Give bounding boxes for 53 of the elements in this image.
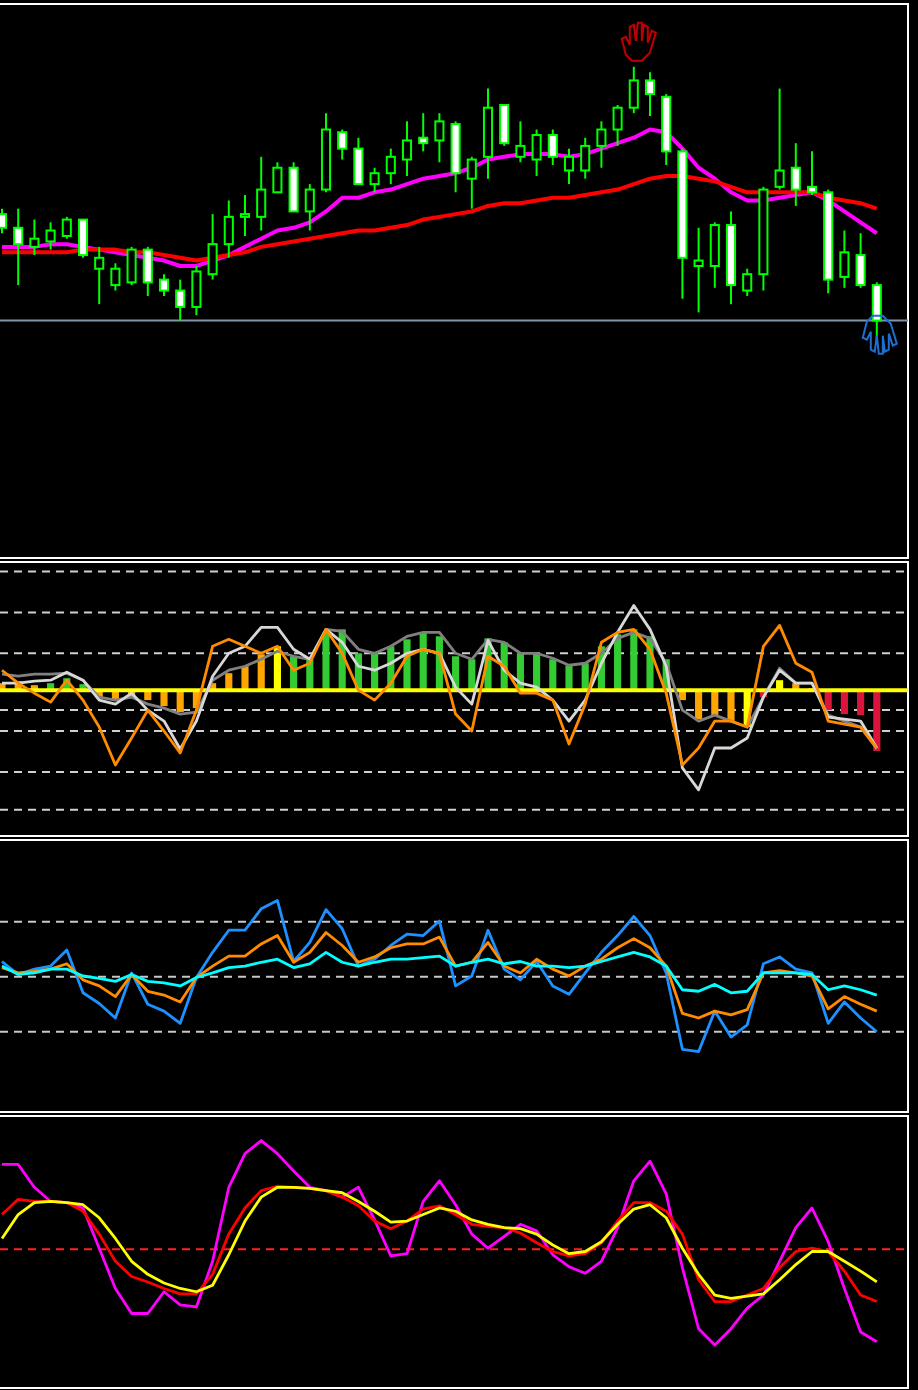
candlestick <box>855 232 866 289</box>
candlestick <box>337 128 348 161</box>
candlestick <box>207 213 218 281</box>
candlestick <box>418 112 429 153</box>
candlestick <box>256 155 267 232</box>
candlestick <box>563 147 575 186</box>
candlestick <box>628 65 639 115</box>
candlestick <box>61 215 72 240</box>
candlestick <box>790 142 801 207</box>
candlestick <box>142 245 153 298</box>
bar <box>549 659 557 691</box>
candlestick <box>531 128 542 177</box>
candlestick <box>499 103 510 147</box>
candlestick <box>742 267 753 298</box>
candlestick <box>45 221 56 251</box>
candlestick <box>304 183 315 232</box>
candlestick <box>434 112 445 164</box>
candlestick <box>839 229 850 289</box>
candlestick <box>126 245 137 287</box>
candlestick <box>515 120 526 164</box>
candlestick <box>401 120 413 177</box>
bar <box>695 690 703 720</box>
candlestick <box>693 226 704 314</box>
bar <box>857 690 865 716</box>
candlestick <box>77 218 89 259</box>
candlestick <box>239 194 251 237</box>
candlestick <box>644 71 656 117</box>
candlestick <box>110 262 121 292</box>
bar <box>322 632 330 691</box>
candlestick <box>223 199 234 259</box>
candlestick <box>709 221 720 289</box>
candlestick <box>288 161 299 213</box>
candlestick <box>774 87 785 191</box>
candlestick <box>29 218 40 257</box>
candlestick <box>612 103 623 147</box>
candlestick <box>580 136 591 180</box>
candlestick <box>353 136 364 186</box>
candlestick <box>272 161 283 194</box>
candlestick <box>191 264 202 317</box>
candlestick <box>806 150 818 197</box>
candlestick <box>385 147 396 186</box>
candlestick <box>596 120 607 169</box>
candlestick <box>175 278 186 322</box>
candlestick <box>369 166 380 194</box>
candlestick <box>94 245 105 306</box>
candlestick <box>13 207 24 287</box>
bar <box>468 659 476 691</box>
bar <box>840 690 848 715</box>
candlestick <box>547 128 558 167</box>
candlestick <box>871 281 882 341</box>
candlestick <box>158 273 170 298</box>
bar <box>176 690 184 713</box>
candlestick <box>466 155 477 210</box>
